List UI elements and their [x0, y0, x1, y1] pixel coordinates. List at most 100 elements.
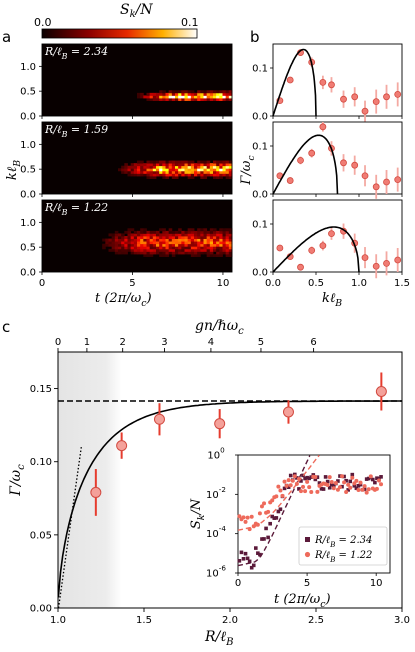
heatmap-cell: [130, 233, 135, 237]
heatmap-cell: [146, 163, 151, 167]
heatmap-cell: [178, 228, 182, 232]
inset-data-point: [362, 484, 367, 489]
heatmap-cell: [219, 168, 223, 172]
heatmap-cell: [171, 170, 176, 174]
heatmap-cell: [162, 98, 166, 101]
heatmap-cell: [184, 163, 189, 167]
heatmap-cell: [228, 173, 233, 177]
y-tick-label: 0.5: [20, 243, 36, 254]
heatmap-cell: [222, 170, 227, 174]
top-x-tick-label: 3: [161, 337, 167, 348]
heatmap-cell: [124, 248, 128, 252]
heatmap-cell: [197, 243, 201, 247]
inset-data-point: [309, 475, 314, 479]
heatmap-cell: [187, 228, 192, 232]
heatmap-cell: [118, 241, 122, 245]
heatmap-cell: [213, 236, 217, 239]
data-point: [361, 254, 369, 262]
heatmap-cell: [209, 170, 214, 174]
heatmap-cell: [146, 238, 151, 242]
heatmap-cell: [203, 176, 208, 179]
heatmap-cell: [206, 233, 211, 237]
heatmap-cell: [114, 246, 119, 250]
x-tick-label: 0: [39, 278, 45, 289]
heatmap-cell: [222, 168, 227, 172]
heatmap-cell: [216, 243, 220, 247]
heatmap-cell: [149, 248, 154, 252]
inset-data-point: [366, 487, 371, 492]
y-tick-label: 0.0: [20, 190, 36, 201]
heatmap-cell: [194, 95, 198, 99]
heatmap-cell: [171, 160, 176, 164]
colorbar: Sk/N 0.0 0.1: [34, 2, 199, 39]
heatmap-cell: [190, 168, 195, 172]
inset-y-tick-label: 10-2: [206, 485, 226, 501]
data-point: [351, 161, 359, 169]
heatmap-cell: [206, 238, 211, 242]
heatmap-cell: [225, 173, 230, 177]
heatmap-cell: [152, 160, 157, 164]
inset-data-point: [340, 484, 344, 489]
inset-data-point: [288, 473, 293, 478]
heatmap-cell: [156, 233, 160, 237]
heatmap-cell: [102, 246, 106, 250]
heatmap-cell: [168, 248, 173, 252]
heatmap-cell: [194, 238, 198, 242]
heatmap-cell: [137, 95, 141, 99]
inset-data-point: [375, 476, 379, 480]
data-point: [308, 149, 316, 157]
inset-data-point: [336, 479, 340, 483]
heatmap-cell: [209, 241, 214, 245]
x-tick-label: 1.5: [136, 615, 152, 626]
heatmap-cell: [121, 241, 125, 245]
data-point: [394, 176, 402, 184]
heatmap-cell: [162, 238, 166, 242]
heatmap-cell: [219, 92, 223, 96]
heatmap-cell: [216, 90, 220, 94]
heatmap-cell: [108, 233, 113, 237]
heatmap-cell: [209, 98, 214, 101]
heatmap-cell: [219, 170, 223, 174]
heatmap-cell: [194, 254, 198, 257]
heatmap-cell: [165, 236, 170, 239]
heatmap-cell: [209, 228, 214, 232]
inset-data-point: [256, 551, 260, 555]
heatmap-cell: [175, 238, 179, 242]
heatmap-cell: [209, 230, 214, 234]
heatmap-cell: [200, 241, 204, 245]
inset-data-point: [245, 556, 250, 561]
heatmap-cell: [219, 160, 223, 164]
heatmap-cell: [209, 233, 214, 237]
heatmap-cell: [124, 241, 128, 245]
heatmap-cell: [178, 243, 182, 247]
inset-data-point: [329, 480, 334, 485]
heatmap-cell: [178, 230, 182, 234]
heatmap-cell: [178, 160, 182, 164]
heatmap-cell: [213, 254, 217, 257]
inset-data-point: [303, 476, 307, 481]
heatmap-cell: [228, 230, 233, 234]
heatmap-cell: [222, 251, 227, 255]
heatmap-cell: [143, 241, 147, 245]
heatmap-cell: [137, 238, 141, 242]
inset-data-point: [297, 487, 301, 491]
x-tick-label: 3.0: [394, 615, 410, 626]
inset-data-point: [241, 515, 246, 520]
heatmap-cell: [130, 246, 135, 250]
inset-data-point: [301, 484, 306, 489]
heatmap-cell: [228, 98, 233, 101]
heatmap-cell: [165, 254, 170, 257]
heatmap-cell: [219, 173, 223, 177]
heatmap-cell: [159, 238, 163, 242]
heatmap-cell: [171, 176, 176, 179]
heatmap-cell: [146, 170, 151, 174]
heatmap-cell: [146, 230, 151, 234]
heatmap-cell: [219, 251, 223, 255]
heatmap-cell: [216, 248, 220, 252]
inset-data-point: [257, 511, 262, 516]
heatmap-cell: [118, 248, 122, 252]
heatmap-cell: [143, 248, 147, 252]
heatmap-cell: [152, 241, 157, 245]
inset-data-point: [299, 479, 303, 483]
legend-marker: [305, 537, 310, 542]
